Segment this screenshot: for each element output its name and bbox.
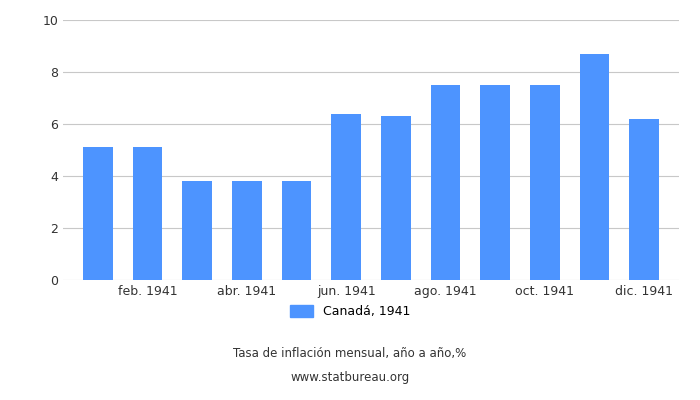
Bar bbox=[430, 85, 461, 280]
Bar bbox=[232, 181, 262, 280]
Bar bbox=[629, 119, 659, 280]
Bar bbox=[83, 148, 113, 280]
Bar bbox=[331, 114, 361, 280]
Bar bbox=[182, 181, 212, 280]
Legend: Canadá, 1941: Canadá, 1941 bbox=[285, 300, 415, 323]
Text: Tasa de inflación mensual, año a año,%: Tasa de inflación mensual, año a año,% bbox=[233, 348, 467, 360]
Bar bbox=[132, 148, 162, 280]
Text: www.statbureau.org: www.statbureau.org bbox=[290, 372, 410, 384]
Bar bbox=[281, 181, 312, 280]
Bar bbox=[480, 85, 510, 280]
Bar bbox=[530, 85, 560, 280]
Bar bbox=[580, 54, 610, 280]
Bar bbox=[381, 116, 411, 280]
